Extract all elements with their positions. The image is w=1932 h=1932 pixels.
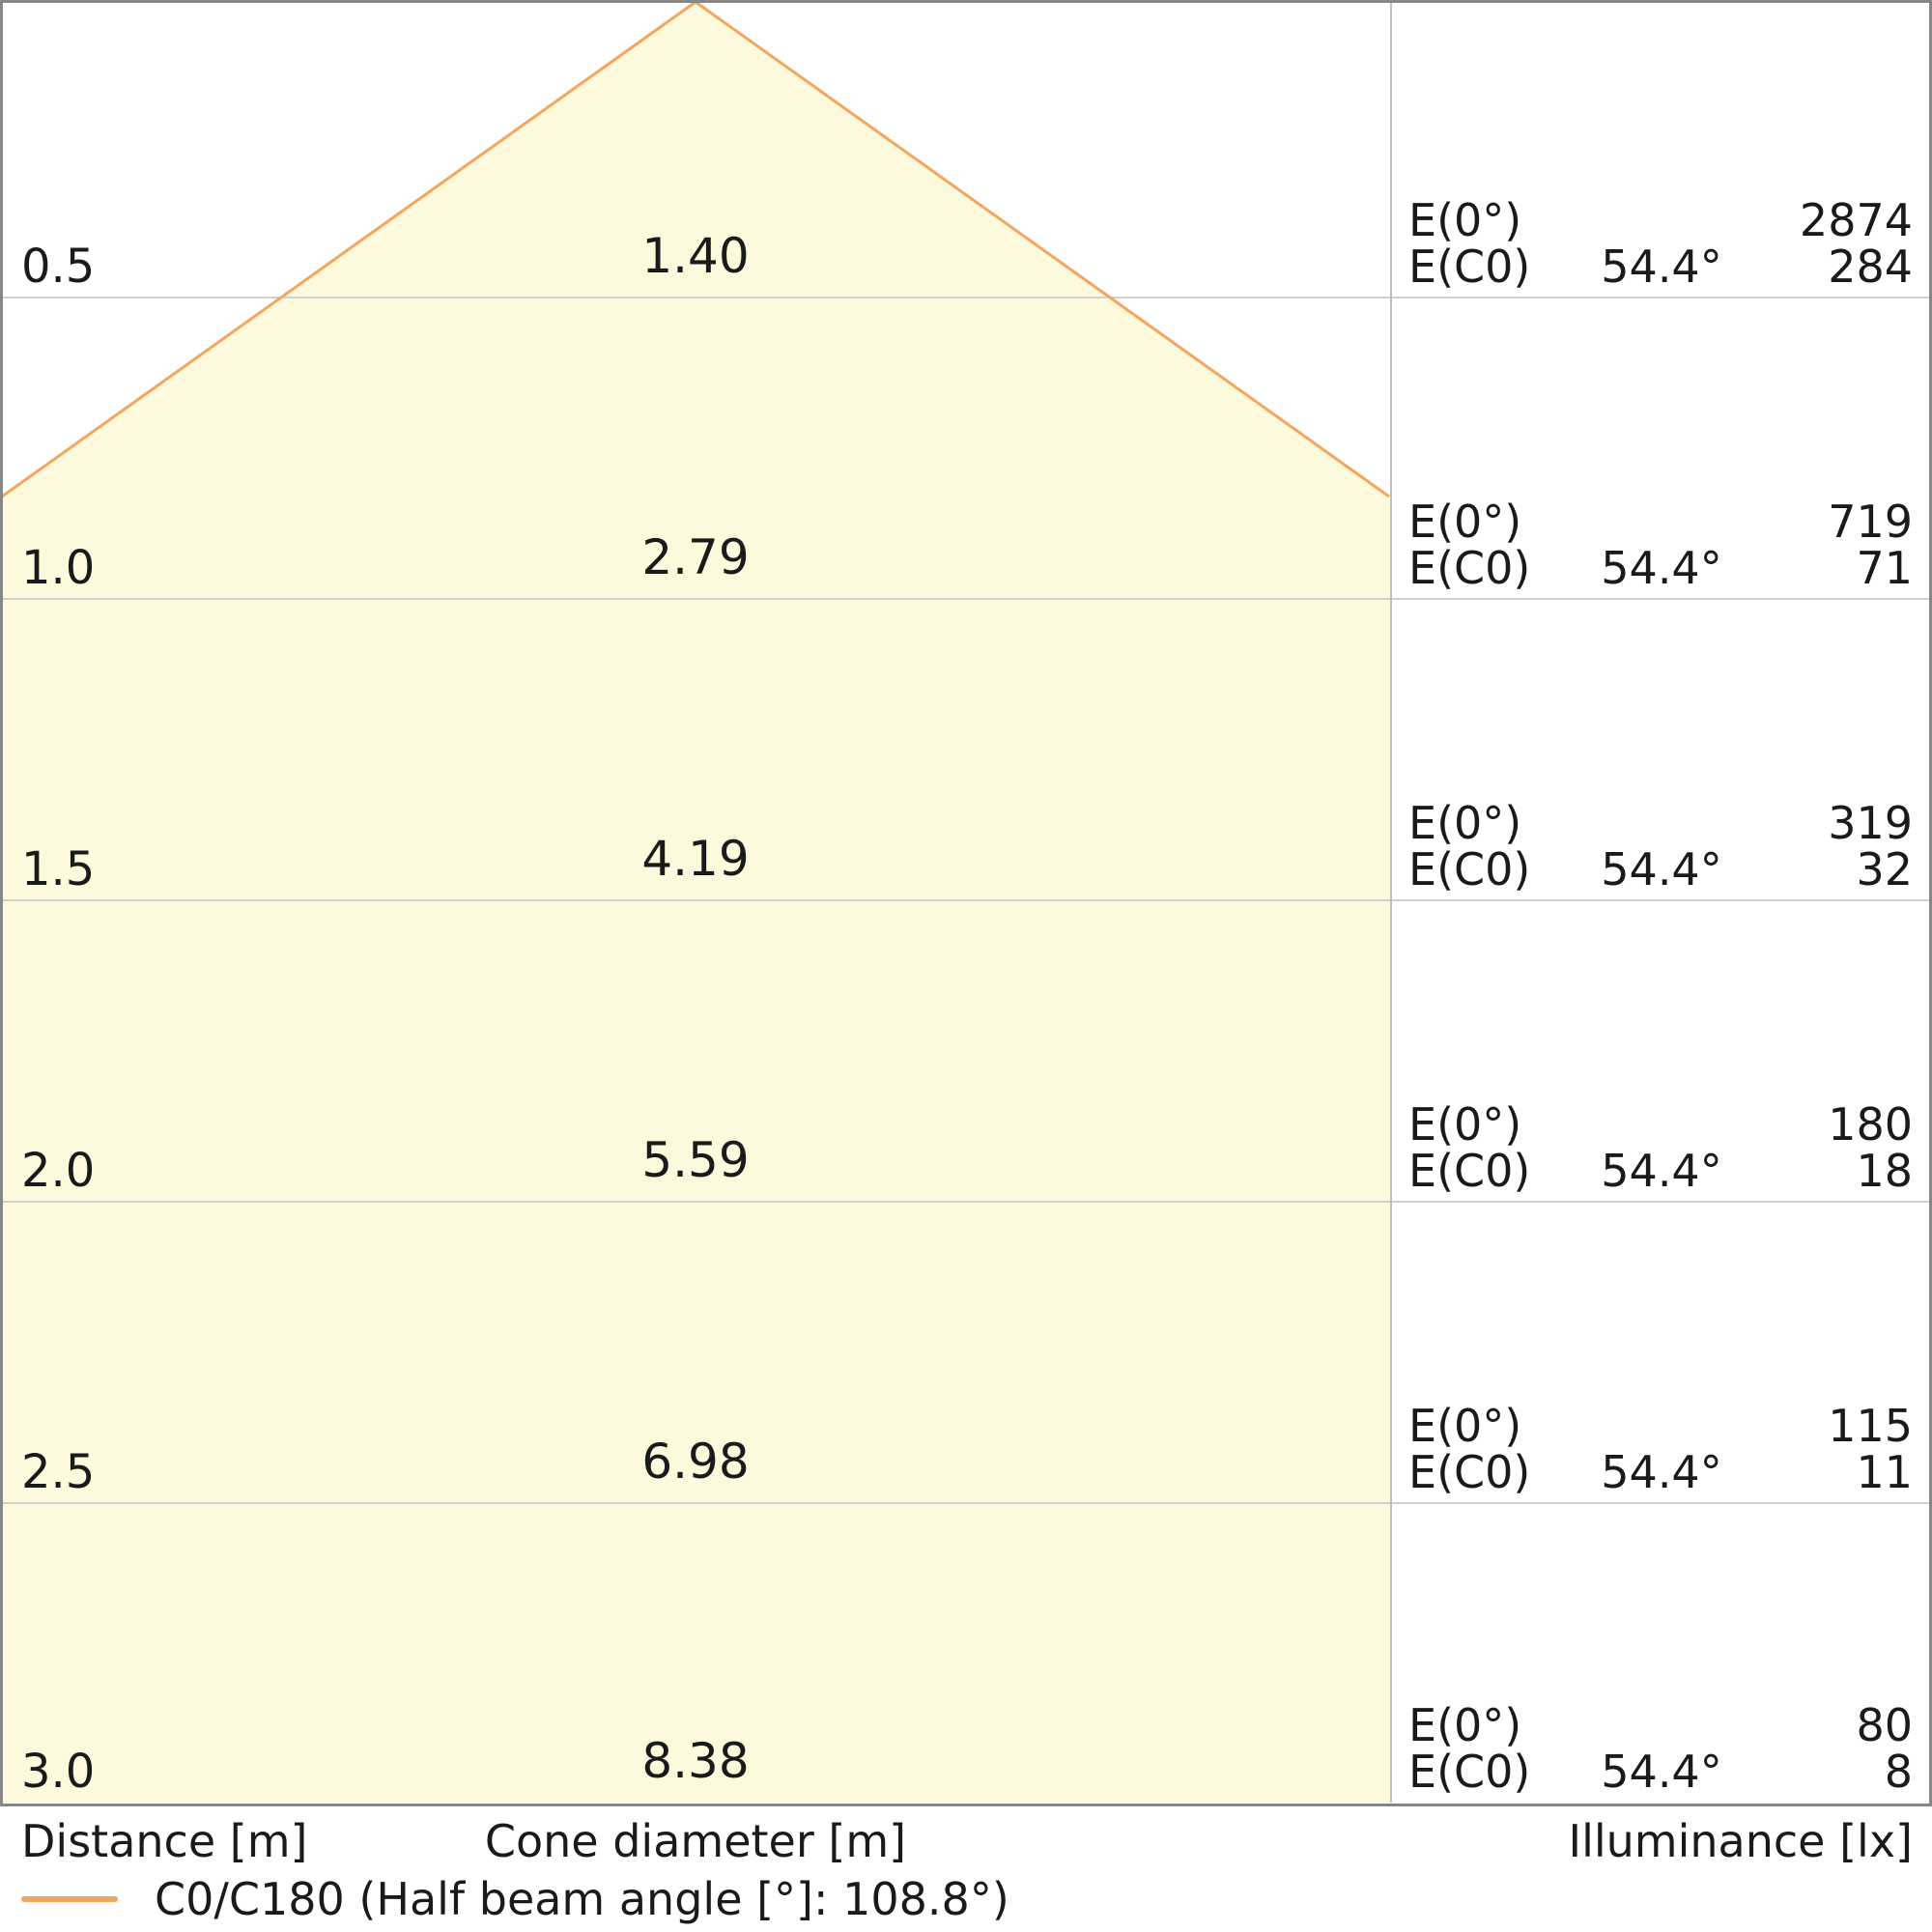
e0-label: E(0°)	[1408, 1400, 1522, 1452]
e0-label: E(0°)	[1408, 1098, 1522, 1151]
legend: C0/C180 (Half beam angle [°]: 108.8°)	[21, 1872, 1009, 1926]
ec0-value: 8	[1884, 1746, 1913, 1798]
e0-value: 2874	[1799, 194, 1913, 246]
light-cone-fill	[2, 2, 1391, 1803]
beam-angle-value: 54.4°	[1601, 1746, 1722, 1798]
e0-label: E(0°)	[1408, 797, 1522, 849]
cone-diameter-value: 6.98	[641, 1434, 750, 1490]
x-axis-label-cone-diameter: Cone diameter [m]	[484, 1815, 907, 1867]
ec0-value: 11	[1856, 1446, 1913, 1498]
ec0-value: 18	[1856, 1145, 1913, 1197]
ec0-label: E(C0)	[1408, 1746, 1531, 1798]
illuminance-block: E(0°) 2874 E(C0) 54.4° 284	[1408, 197, 1915, 290]
e0-value: 319	[1828, 797, 1913, 849]
cone-diameter-value: 8.38	[641, 1733, 750, 1789]
distance-label: 0.5	[21, 240, 96, 294]
ec0-label: E(C0)	[1408, 1446, 1531, 1498]
x-axis-label-distance: Distance [m]	[21, 1815, 308, 1867]
cone-diameter-value: 2.79	[641, 529, 750, 585]
e0-label: E(0°)	[1408, 1699, 1522, 1751]
illuminance-block: E(0°) 319 E(C0) 54.4° 32	[1408, 800, 1915, 893]
distance-label: 2.0	[21, 1144, 96, 1198]
ec0-value: 32	[1856, 843, 1913, 895]
ec0-label: E(C0)	[1408, 241, 1531, 293]
ec0-value: 284	[1828, 241, 1913, 293]
illuminance-block: E(0°) 719 E(C0) 54.4° 71	[1408, 498, 1915, 591]
legend-line-icon	[21, 1896, 118, 1902]
e0-value: 80	[1856, 1699, 1913, 1751]
beam-angle-value: 54.4°	[1601, 241, 1722, 293]
illuminance-block: E(0°) 80 E(C0) 54.4° 8	[1408, 1702, 1915, 1795]
ec0-label: E(C0)	[1408, 542, 1531, 594]
illuminance-block: E(0°) 180 E(C0) 54.4° 18	[1408, 1101, 1915, 1194]
cone-diameter-value: 5.59	[641, 1132, 750, 1188]
ec0-label: E(C0)	[1408, 1145, 1531, 1197]
cone-diameter-value: 1.40	[641, 228, 750, 284]
e0-value: 180	[1828, 1098, 1913, 1151]
e0-label: E(0°)	[1408, 496, 1522, 548]
beam-angle-value: 54.4°	[1601, 1145, 1722, 1197]
distance-label: 2.5	[21, 1445, 96, 1499]
cone-plot-area	[1, 0, 1930, 1803]
beam-angle-value: 54.4°	[1601, 843, 1722, 895]
beam-angle-value: 54.4°	[1601, 1446, 1722, 1498]
beam-angle-value: 54.4°	[1601, 542, 1722, 594]
e0-value: 719	[1828, 496, 1913, 548]
legend-label: C0/C180 (Half beam angle [°]: 108.8°)	[155, 1873, 1009, 1925]
cone-diameter-value: 4.19	[641, 831, 750, 887]
x-axis-label-illuminance: Illuminance [lx]	[1568, 1815, 1913, 1867]
e0-label: E(0°)	[1408, 194, 1522, 246]
distance-label: 3.0	[21, 1745, 96, 1799]
ec0-value: 71	[1856, 542, 1913, 594]
e0-value: 115	[1828, 1400, 1913, 1452]
distance-label: 1.0	[21, 541, 96, 595]
distance-label: 1.5	[21, 842, 96, 896]
illuminance-block: E(0°) 115 E(C0) 54.4° 11	[1408, 1403, 1915, 1495]
grid-lines	[2, 297, 1930, 1504]
ec0-label: E(C0)	[1408, 843, 1531, 895]
